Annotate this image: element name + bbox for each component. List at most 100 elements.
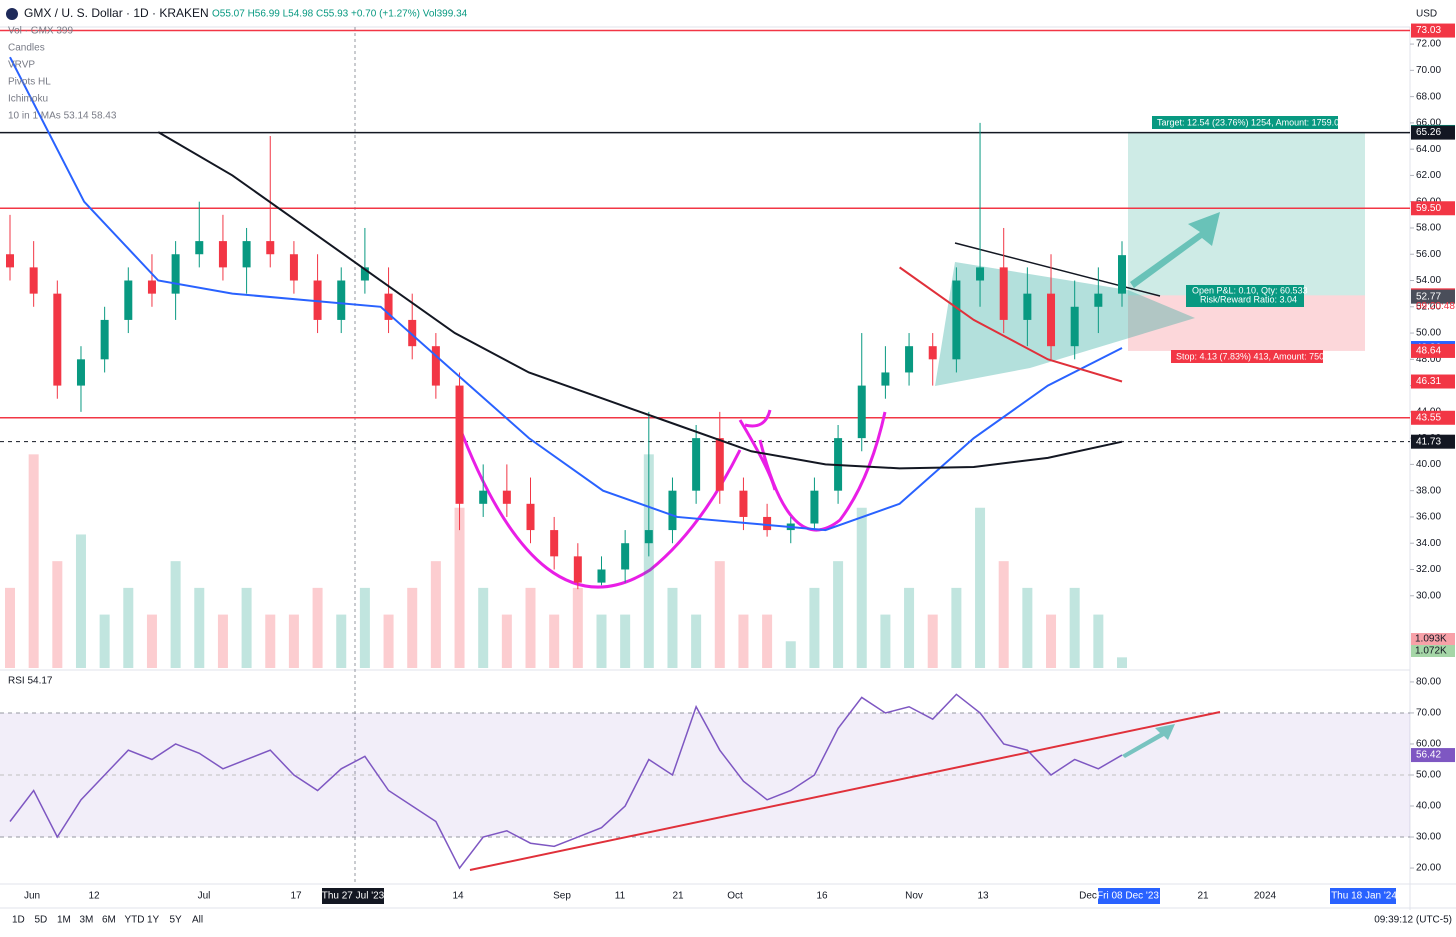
candle-body	[928, 346, 937, 360]
indicator-legend[interactable]: Ichimoku	[8, 94, 48, 105]
volume-bar	[1069, 587, 1080, 668]
volume-bar	[52, 561, 63, 668]
range-button[interactable]: 3M	[80, 915, 94, 926]
price-label: 52.77	[1416, 291, 1441, 302]
stop-bubble	[1171, 350, 1323, 363]
price-label-bg	[1411, 410, 1455, 425]
range-button[interactable]: 1Y	[147, 915, 160, 926]
y-tick-label: 30.00	[1416, 590, 1441, 601]
price-label-bg	[1411, 289, 1455, 304]
volume-bar	[265, 614, 276, 668]
price-label: 43.55	[1416, 412, 1441, 423]
x-tick-label: 12	[88, 891, 100, 902]
volume-bar	[1046, 614, 1057, 668]
candle-body	[124, 280, 133, 320]
indicator-legend[interactable]: Pivots HL	[8, 77, 51, 88]
target-zone	[1128, 131, 1365, 296]
candle-body	[692, 438, 701, 491]
candle-body	[881, 372, 890, 386]
volume-bar	[809, 587, 820, 668]
volume-bar	[383, 614, 394, 668]
currency[interactable]: USD	[1416, 9, 1437, 20]
cup-pattern	[456, 409, 887, 589]
volume-bar	[478, 587, 489, 668]
volume-bar	[975, 507, 986, 668]
volume-bar	[146, 614, 157, 668]
y-tick-label: 70.00	[1416, 708, 1441, 719]
y-tick-label: 40.00	[1416, 801, 1441, 812]
volume-bar	[241, 587, 252, 668]
x-tick-label: Jul	[198, 891, 211, 902]
x-tick-label: 17	[290, 891, 302, 902]
volume-bar	[336, 614, 347, 668]
indicator-legend[interactable]: Vol · GMX 399	[8, 26, 73, 37]
y-tick-label: 58.00	[1416, 223, 1441, 234]
candle-body	[384, 293, 393, 320]
indicator-legend[interactable]: Candles	[8, 43, 45, 54]
candle-body	[952, 280, 961, 360]
x-tick-label: 16	[816, 891, 828, 902]
x-tick-label: 11	[615, 891, 626, 902]
range-button[interactable]: All	[192, 915, 203, 926]
price-label: 59.50	[1416, 203, 1441, 214]
x-tick-label: 13	[977, 891, 989, 902]
time-highlight	[1098, 888, 1160, 904]
candle-body	[431, 346, 440, 386]
candle-body	[976, 267, 985, 281]
candle-body	[76, 359, 85, 386]
indicator-legend[interactable]: 10 in 1 MAs 53.14 58.43	[8, 111, 117, 122]
rsi-arrow	[1122, 724, 1175, 758]
price-label: 48.64	[1416, 346, 1441, 357]
range-button[interactable]: 6M	[102, 915, 116, 926]
volume-bar	[667, 587, 678, 668]
candle-body	[597, 569, 606, 583]
volume-bar	[1022, 587, 1033, 668]
y-tick-label: 48.00	[1416, 354, 1441, 365]
x-tick-label: Sep	[553, 891, 571, 902]
range-button[interactable]: 5D	[35, 915, 48, 926]
candle-body	[455, 385, 464, 504]
volume-bar	[691, 614, 702, 668]
candle-body	[479, 490, 488, 504]
x-tick-label: 21	[672, 891, 684, 902]
rr-text: Risk/Reward Ratio: 3.04	[1200, 294, 1297, 304]
indicator-legend[interactable]: VRVP	[8, 60, 35, 71]
symbol-icon	[6, 8, 18, 20]
x-tick-label: Dec	[1079, 891, 1097, 902]
clock: 09:39:12 (UTC-5)	[1374, 915, 1452, 926]
candle-body	[171, 254, 180, 294]
stop-text: Stop: 4.13 (7.83%) 413, Amount: 750	[1176, 351, 1324, 361]
moving-average	[157, 131, 1123, 470]
moving-average	[899, 266, 1123, 383]
ohlc: O55.07 H56.99 L54.98 C55.93 +0.70 (+1.27…	[212, 9, 468, 20]
volume-bar	[5, 587, 15, 668]
price-label-bg	[1411, 125, 1455, 140]
x-tick-label: 21	[1197, 891, 1209, 902]
volume-bar	[762, 614, 773, 668]
candle-body	[905, 346, 914, 373]
range-button[interactable]: 1D	[12, 915, 25, 926]
candle-body	[29, 267, 38, 294]
target-text: Target: 12.54 (23.76%) 1254, Amount: 175…	[1157, 117, 1344, 127]
x-tick-label: Oct	[727, 891, 743, 902]
candle-body	[195, 241, 204, 255]
candle-body	[810, 490, 819, 524]
range-button[interactable]: 1M	[57, 915, 71, 926]
price-label-bg	[1411, 201, 1455, 216]
candle-body	[857, 385, 866, 439]
rsi-line	[9, 693, 1123, 870]
candle-body	[6, 254, 14, 268]
rsi-last-bg	[1411, 748, 1455, 763]
candle-body	[242, 241, 251, 268]
volume-bar	[28, 454, 39, 668]
candle-body	[1094, 293, 1103, 307]
price-label: 46.31	[1416, 376, 1441, 387]
symbol[interactable]: GMX / U. S. Dollar · 1D · KRAKEN	[24, 6, 209, 20]
range-button[interactable]: 5Y	[170, 915, 183, 926]
volume-bar	[998, 561, 1009, 668]
volume-bar	[75, 534, 86, 668]
range-button[interactable]: YTD	[125, 915, 145, 926]
y-tick-label: 34.00	[1416, 538, 1441, 549]
volume-label: 1.072K	[1415, 646, 1447, 657]
